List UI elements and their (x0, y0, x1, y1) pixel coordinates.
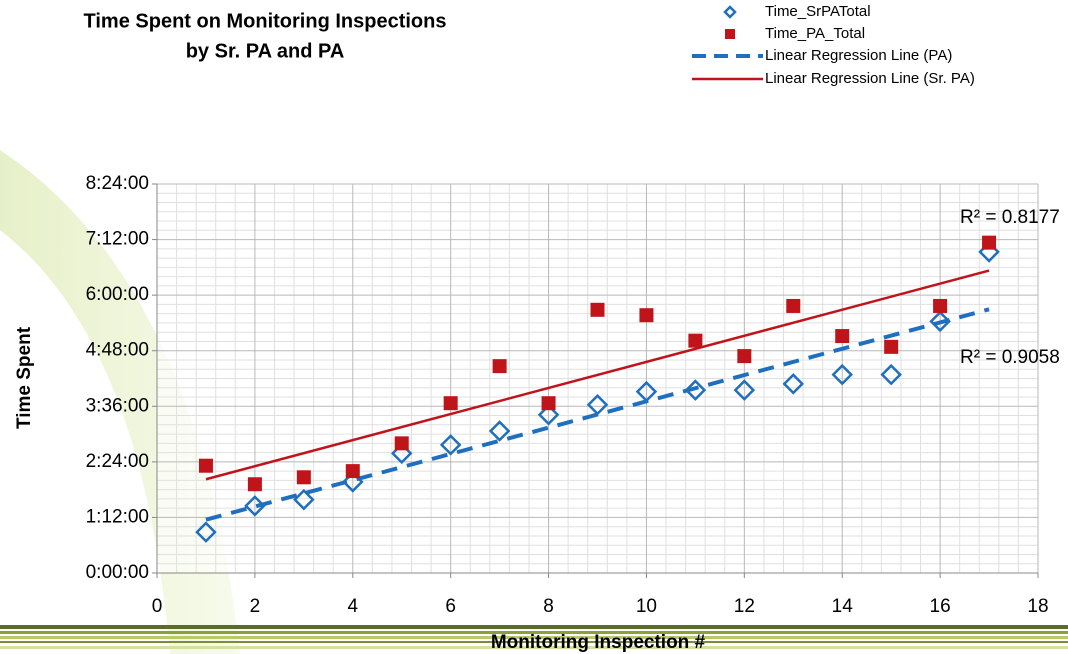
x-tick-label: 6 (445, 596, 456, 617)
x-tick-label: 0 (152, 596, 163, 617)
data-point (297, 470, 311, 484)
y-tick-label: 4:48:00 (86, 340, 149, 361)
legend-item: Time_SrPATotal (725, 3, 871, 20)
y-axis-title: Time Spent (14, 326, 35, 429)
data-point (346, 464, 360, 478)
chart-subtitle: by Sr. PA and PA (186, 40, 345, 62)
y-tick-label: 2:24:00 (86, 451, 149, 472)
chart-title: Time Spent on Monitoring Inspections (84, 10, 447, 32)
data-point (786, 299, 800, 313)
data-point (884, 340, 898, 354)
x-tick-label: 2 (250, 596, 261, 617)
x-tick-label: 12 (734, 596, 755, 617)
y-tick-label: 7:12:00 (86, 229, 149, 250)
data-point (199, 459, 213, 473)
legend-marker (725, 29, 735, 39)
data-point (444, 396, 458, 410)
y-tick-label: 0:00:00 (86, 562, 149, 583)
data-point (395, 436, 409, 450)
legend-item: Time_PA_Total (725, 25, 865, 42)
legend-label: Time_SrPATotal (765, 3, 871, 20)
y-tick-label: 1:12:00 (86, 506, 149, 527)
data-point (688, 334, 702, 348)
legend-marker (725, 7, 735, 17)
x-axis-title: Monitoring Inspection # (491, 632, 706, 653)
legend-label: Linear Regression Line (PA) (765, 47, 952, 64)
data-point (737, 349, 751, 363)
x-tick-label: 4 (347, 596, 358, 617)
x-tick-label: 16 (930, 596, 951, 617)
data-point (835, 329, 849, 343)
r2-label: R² = 0.9058 (960, 347, 1060, 368)
x-tick-label: 10 (636, 596, 657, 617)
x-tick-label: 18 (1027, 596, 1048, 617)
legend-label: Linear Regression Line (Sr. PA) (765, 70, 975, 87)
data-point (591, 303, 605, 317)
data-point (933, 299, 947, 313)
data-point (248, 477, 262, 491)
data-point (639, 308, 653, 322)
x-tick-label: 14 (832, 596, 854, 617)
data-point (542, 396, 556, 410)
chart: Time Spent on Monitoring Inspections by … (0, 0, 1068, 654)
data-point (493, 359, 507, 373)
r2-label: R² = 0.8177 (960, 207, 1060, 228)
y-tick-label: 3:36:00 (86, 395, 149, 416)
y-tick-label: 8:24:00 (86, 173, 149, 194)
legend-label: Time_PA_Total (765, 25, 865, 42)
data-point (982, 236, 996, 250)
y-tick-label: 6:00:00 (86, 284, 149, 305)
x-tick-label: 8 (543, 596, 554, 617)
